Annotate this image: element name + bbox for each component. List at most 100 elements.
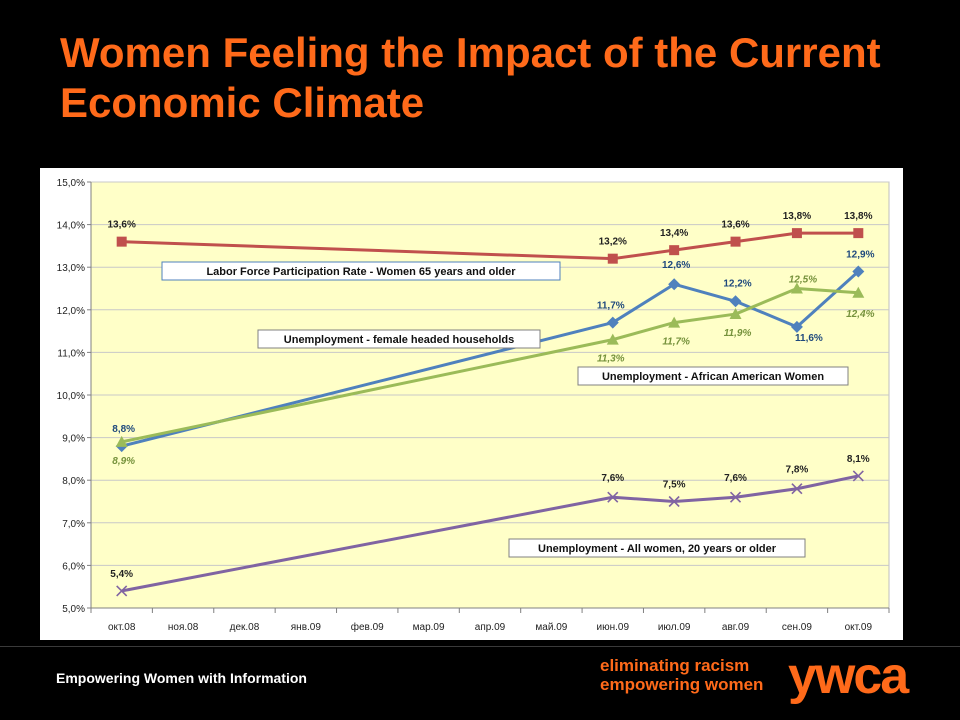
chart-container: 5,0% 6,0% 7,0% 8,0% 9,0% 10,0% 11,0% 12,0% 13,0%… <box>40 168 903 640</box>
slide-title: Women Feeling the Impact of the Current … <box>60 29 881 126</box>
data-point <box>606 316 619 329</box>
data-label: 13,8% <box>783 211 811 222</box>
brand-tagline-line-1: eliminating racism <box>600 656 750 675</box>
data-label: 12,9% <box>846 249 874 260</box>
marker-stroke <box>791 483 803 495</box>
data-point <box>729 491 742 503</box>
series-callout-1: Labor Force Participation Rate - Women 6… <box>161 261 561 281</box>
data-point <box>668 278 681 291</box>
line-chart: 5,0% 6,0% 7,0% 8,0% 9,0% 10,0% 11,0% 12,0% 13,0%… <box>57 178 890 633</box>
data-label: 11,3% <box>597 354 625 365</box>
callout-label: Unemployment - All women, 20 years or ol… <box>538 543 777 555</box>
data-point <box>116 236 127 247</box>
data-label: 8,8% <box>112 424 135 435</box>
y-tick-label: 15,0% <box>57 178 85 189</box>
x-tick-label: авг.09 <box>722 622 750 633</box>
data-point <box>668 316 681 328</box>
x-tick-label: окт.09 <box>845 622 873 633</box>
callout-label: Labor Force Participation Rate - Women 6… <box>206 266 516 278</box>
y-tick-label: 8,0% <box>62 476 85 487</box>
series <box>115 228 865 597</box>
data-point <box>729 295 742 308</box>
data-label: 13,8% <box>844 211 872 222</box>
marker-stroke <box>607 491 619 503</box>
data-label: 7,5% <box>663 480 686 491</box>
data-label: 11,6% <box>795 333 823 344</box>
y-tick-label: 5,0% <box>62 604 85 615</box>
data-point <box>607 491 619 503</box>
data-label: 7,8% <box>786 465 809 476</box>
data-label: 12,6% <box>662 260 690 271</box>
data-label: 13,2% <box>599 237 627 248</box>
callout-box <box>577 366 849 386</box>
y-tick-label: 6,0% <box>62 561 85 572</box>
data-label: 7,6% <box>724 473 747 484</box>
x-tick-label: дек.08 <box>230 622 260 633</box>
x-tick-label: янв.09 <box>291 622 322 633</box>
x-tick-label: май.09 <box>535 622 567 633</box>
y-tick-label: 12,0% <box>57 306 85 317</box>
callout-label: Unemployment - female headed households <box>284 334 514 346</box>
x-tick-label: ноя.08 <box>168 622 199 633</box>
brand-tagline: eliminating racism empowering women <box>600 656 790 694</box>
x-tick-label: мар.09 <box>413 622 445 633</box>
data-label: 12,2% <box>723 278 751 289</box>
series-1 <box>116 228 864 264</box>
data-label: 8,1% <box>847 454 870 465</box>
ywca-brand: eliminating racism empowering women ywca <box>600 650 920 706</box>
data-point <box>668 495 680 508</box>
callout-label: Unemployment - African American Women <box>602 371 824 383</box>
data-label: 13,6% <box>721 220 749 231</box>
marker-stroke <box>116 585 128 597</box>
data-label: 8,9% <box>112 456 135 467</box>
data-point <box>852 286 865 298</box>
data-point <box>790 282 803 294</box>
axes: 5,0% 6,0% 7,0% 8,0% 9,0% 10,0% 11,0% 12,0% 13,0%… <box>57 178 890 633</box>
data-point <box>669 245 680 256</box>
marker-stroke <box>729 491 742 503</box>
data-point <box>607 253 618 264</box>
data-label: 13,4% <box>660 228 688 239</box>
x-tick-label: фев.09 <box>351 621 384 633</box>
series-4 <box>116 470 864 597</box>
x-tick-label: июл.09 <box>658 622 691 633</box>
data-labels: 13,6% 13,2% 13,4% 13,6% 13,8% 13,8% 8,8% 11,7% 1… <box>108 211 875 580</box>
y-tick-label: 10,0% <box>57 391 85 402</box>
x-tick-label: окт.08 <box>108 622 136 633</box>
data-label: 13,6% <box>108 220 136 231</box>
data-label: 11,9% <box>724 328 752 339</box>
data-label: 11,7% <box>662 337 690 348</box>
ywca-logo: ywca <box>788 647 909 705</box>
callout-box <box>508 538 806 558</box>
data-point <box>791 228 802 239</box>
data-point <box>730 236 741 247</box>
x-tick-label: июн.09 <box>597 622 630 633</box>
data-point <box>606 333 619 345</box>
data-label: 11,7% <box>597 301 625 312</box>
series-line <box>121 474 859 593</box>
series-3 <box>115 282 865 447</box>
series-callout-3: Unemployment - African American Women <box>577 366 849 386</box>
data-label: 5,4% <box>110 569 133 580</box>
series-line <box>121 287 859 444</box>
x-tick-label: апр.09 <box>475 622 506 633</box>
data-point <box>852 265 865 278</box>
y-tick-label: 11,0% <box>57 348 85 359</box>
marker-stroke <box>852 470 864 482</box>
footer-divider <box>0 646 960 647</box>
callout-box <box>257 329 541 349</box>
series-callout-4: Unemployment - All women, 20 years or ol… <box>508 538 806 558</box>
brand-tagline-line-2: empowering women <box>600 675 764 694</box>
footer-caption: Empowering Women with Information <box>56 670 307 686</box>
y-tick-label: 14,0% <box>57 221 85 232</box>
data-point <box>790 320 803 333</box>
y-tick-label: 7,0% <box>62 519 85 530</box>
marker-stroke <box>668 495 680 508</box>
data-point <box>115 435 128 447</box>
series-line <box>121 231 859 261</box>
data-label: 12,4% <box>846 309 874 320</box>
y-tick-label: 9,0% <box>62 434 85 445</box>
data-point <box>791 483 803 495</box>
series-callout-2: Unemployment - female headed households <box>257 329 541 349</box>
data-label: 7,6% <box>601 473 624 484</box>
